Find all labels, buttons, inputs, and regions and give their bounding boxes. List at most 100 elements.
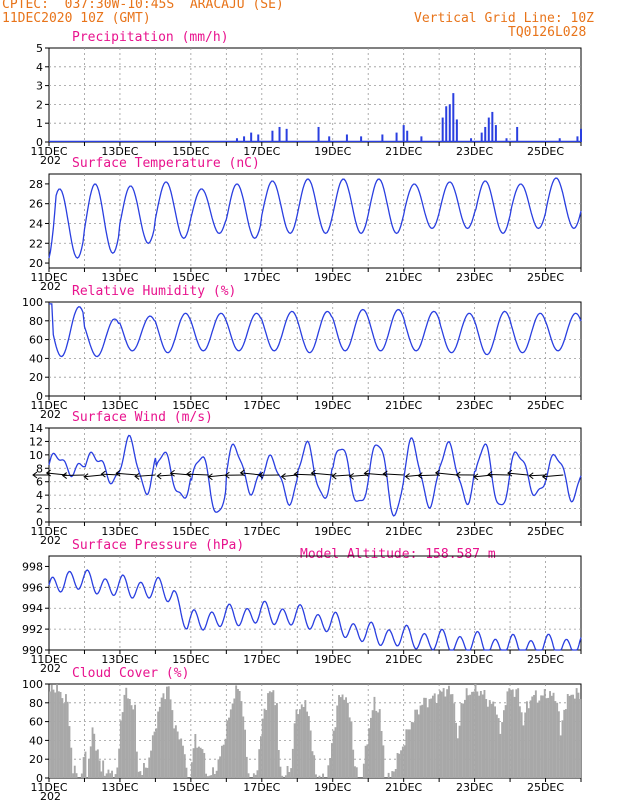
cloud-bar	[121, 712, 124, 778]
temp-xtick-label: 11DEC	[30, 271, 67, 284]
cloud-xtick-label: 25DEC	[527, 781, 564, 794]
cloud-bar	[299, 709, 301, 778]
cloud-bar	[563, 709, 566, 778]
cloud-bar	[194, 734, 197, 778]
wind-arrow-head	[239, 469, 245, 477]
cloud-bar	[68, 726, 71, 778]
cloud-bar	[82, 757, 85, 778]
precip-xtick-label: 15DEC	[172, 145, 209, 158]
rh-xtick-label: 13DEC	[101, 399, 138, 412]
cloud-bar	[116, 767, 119, 778]
cloud-bar	[137, 771, 140, 778]
pres-xtick-label: 19DEC	[314, 653, 351, 666]
cloud-bar	[508, 688, 511, 778]
pres-title: Surface Pressure (hPa)	[72, 538, 244, 553]
cloud-bar	[274, 705, 277, 778]
cloud-bar	[261, 718, 264, 778]
wind-arrow-shaft	[383, 473, 404, 476]
cloud-bar	[575, 688, 578, 778]
cloud-bar	[527, 708, 530, 778]
cloud-bar	[488, 700, 491, 778]
cloud-bar	[252, 773, 255, 778]
cloud-bar	[125, 687, 128, 778]
pres-xtick-label: 23DEC	[456, 653, 493, 666]
wind-arrow-head	[169, 469, 175, 477]
cloud-bar	[49, 691, 51, 778]
pres-year-fragment: 202	[40, 662, 61, 675]
wind-arrow-head	[528, 472, 534, 480]
cloud-bar	[339, 697, 342, 778]
cloud-bar	[151, 735, 154, 778]
wind-arrow-shaft	[186, 473, 209, 476]
cloud-bar	[118, 748, 121, 778]
pres-xtick-label: 15DEC	[172, 653, 209, 666]
wind-xtick-label: 19DEC	[314, 525, 351, 538]
cloud-bar	[355, 767, 358, 778]
precip-bar	[285, 128, 288, 142]
cloud-xtick-label: 23DEC	[456, 781, 493, 794]
cloud-bar	[332, 730, 335, 778]
wind-arrow-head	[331, 472, 337, 480]
pres-ytick-label: 992	[22, 623, 43, 636]
wind-arrow-shaft	[116, 472, 138, 476]
cloud-bar	[102, 760, 105, 778]
cloud-bar	[343, 699, 346, 778]
cloud-bar	[552, 692, 555, 778]
cloud-bar	[219, 756, 222, 778]
cloud-xtick-label: 15DEC	[172, 781, 209, 794]
rh-frame	[48, 301, 582, 397]
wind-arrow-shaft	[418, 474, 440, 477]
cloud-bar	[455, 722, 457, 778]
cloud-bar	[364, 745, 367, 778]
cloud-bar	[449, 694, 452, 778]
cloud-bar	[456, 738, 459, 778]
temp-title: Surface Temperature (nC)	[72, 156, 260, 171]
cloud-bar	[492, 701, 495, 778]
wind-arrow-head	[207, 473, 213, 481]
cloud-bar	[440, 691, 443, 778]
cloud-bar	[199, 747, 202, 778]
cloud-bar	[393, 771, 395, 778]
cloud-bar	[222, 744, 225, 778]
wind-arrow-shaft	[294, 473, 316, 476]
cloud-bar	[394, 769, 397, 778]
cloud-bar	[295, 709, 298, 778]
wind-xtick-label: 15DEC	[172, 525, 209, 538]
wind-arrow-head	[487, 471, 493, 478]
cloud-bar	[526, 701, 528, 778]
cloud-bar	[348, 717, 351, 778]
cloud-bar	[288, 772, 291, 778]
temp-ytick-label: 24	[29, 217, 43, 230]
cloud-bar	[350, 721, 353, 778]
precip-ytick-label: 2	[36, 98, 43, 111]
cloud-ytick-label: 100	[22, 678, 43, 691]
cloud-bar	[540, 695, 543, 778]
cloud-bar	[158, 706, 161, 778]
wind-arrow-head	[61, 472, 67, 479]
wind-arrow-shaft	[208, 474, 227, 478]
header-station: CPTEC: 037:30W-10:45S ARACAJU (SE)	[2, 0, 284, 12]
cloud-bar	[403, 745, 406, 778]
cloud-bar	[522, 725, 525, 778]
rh-xtick-label: 17DEC	[243, 399, 280, 412]
cloud-bar	[146, 767, 149, 778]
precip-bar	[480, 132, 483, 142]
wind-arrow-shaft	[157, 474, 174, 477]
cloud-bar	[437, 694, 440, 778]
cloud-bar	[224, 738, 227, 778]
cloud-bar	[421, 704, 424, 778]
cloud-bar	[297, 714, 300, 778]
cloud-bar	[439, 690, 441, 778]
wind-year-fragment: 202	[40, 534, 61, 547]
precip-bar	[452, 93, 455, 142]
cloud-bar	[428, 699, 431, 778]
cloud-bar	[400, 750, 402, 778]
cloud-xtick-label: 21DEC	[385, 781, 422, 794]
cloud-bar	[279, 766, 282, 778]
cloud-bar	[206, 776, 209, 778]
cloud-bar	[568, 695, 571, 778]
cloud-bar	[91, 727, 94, 778]
cloud-bar	[148, 757, 151, 778]
cloud-ytick-label: 60	[29, 716, 43, 729]
cloud-bar	[341, 694, 344, 778]
